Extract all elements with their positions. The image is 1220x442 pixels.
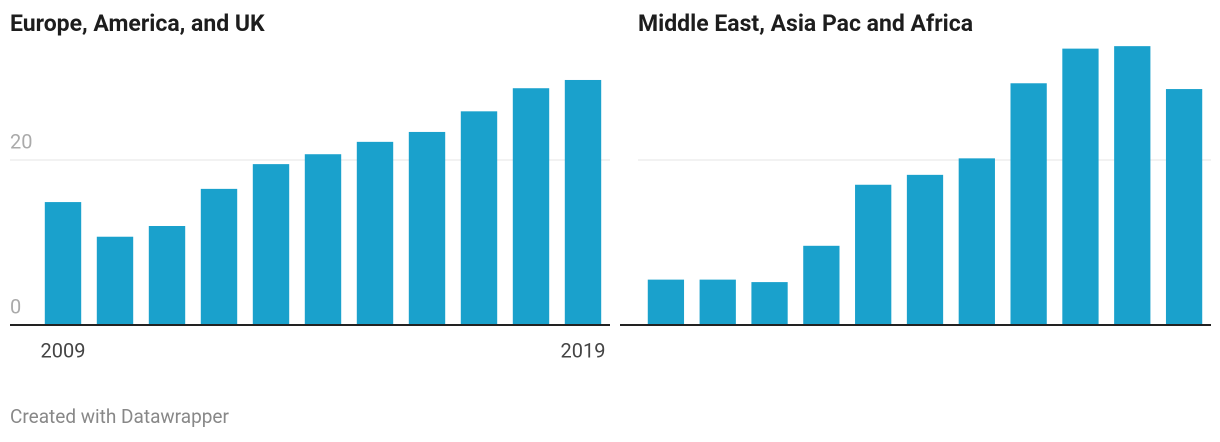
bar (148, 226, 186, 325)
footer: Created with Datawrapper (10, 405, 229, 428)
bar (356, 141, 394, 325)
bar (96, 236, 134, 325)
bar (1062, 48, 1099, 325)
x-tick-label: 2019 (561, 338, 606, 362)
bar (1010, 83, 1047, 326)
bar (304, 154, 342, 325)
y-tick-label: 20 (10, 129, 32, 153)
bar (460, 111, 498, 325)
bar (699, 279, 736, 325)
bar (906, 174, 944, 325)
bar (958, 158, 995, 325)
bar (44, 202, 82, 325)
bar (564, 79, 602, 325)
bar (803, 245, 840, 325)
bar (200, 188, 238, 325)
bar (751, 282, 788, 325)
bar (1114, 46, 1151, 326)
bar (408, 131, 446, 325)
bar (512, 88, 550, 325)
chart-title: Middle East, Asia Pac and Africa (638, 10, 973, 37)
bar (647, 279, 685, 325)
bar (1165, 89, 1203, 325)
y-tick-label: 0 (10, 294, 21, 318)
bar (252, 164, 290, 325)
x-tick-label: 2009 (41, 338, 86, 362)
chart-title: Europe, America, and UK (10, 10, 265, 37)
bar (855, 184, 892, 325)
